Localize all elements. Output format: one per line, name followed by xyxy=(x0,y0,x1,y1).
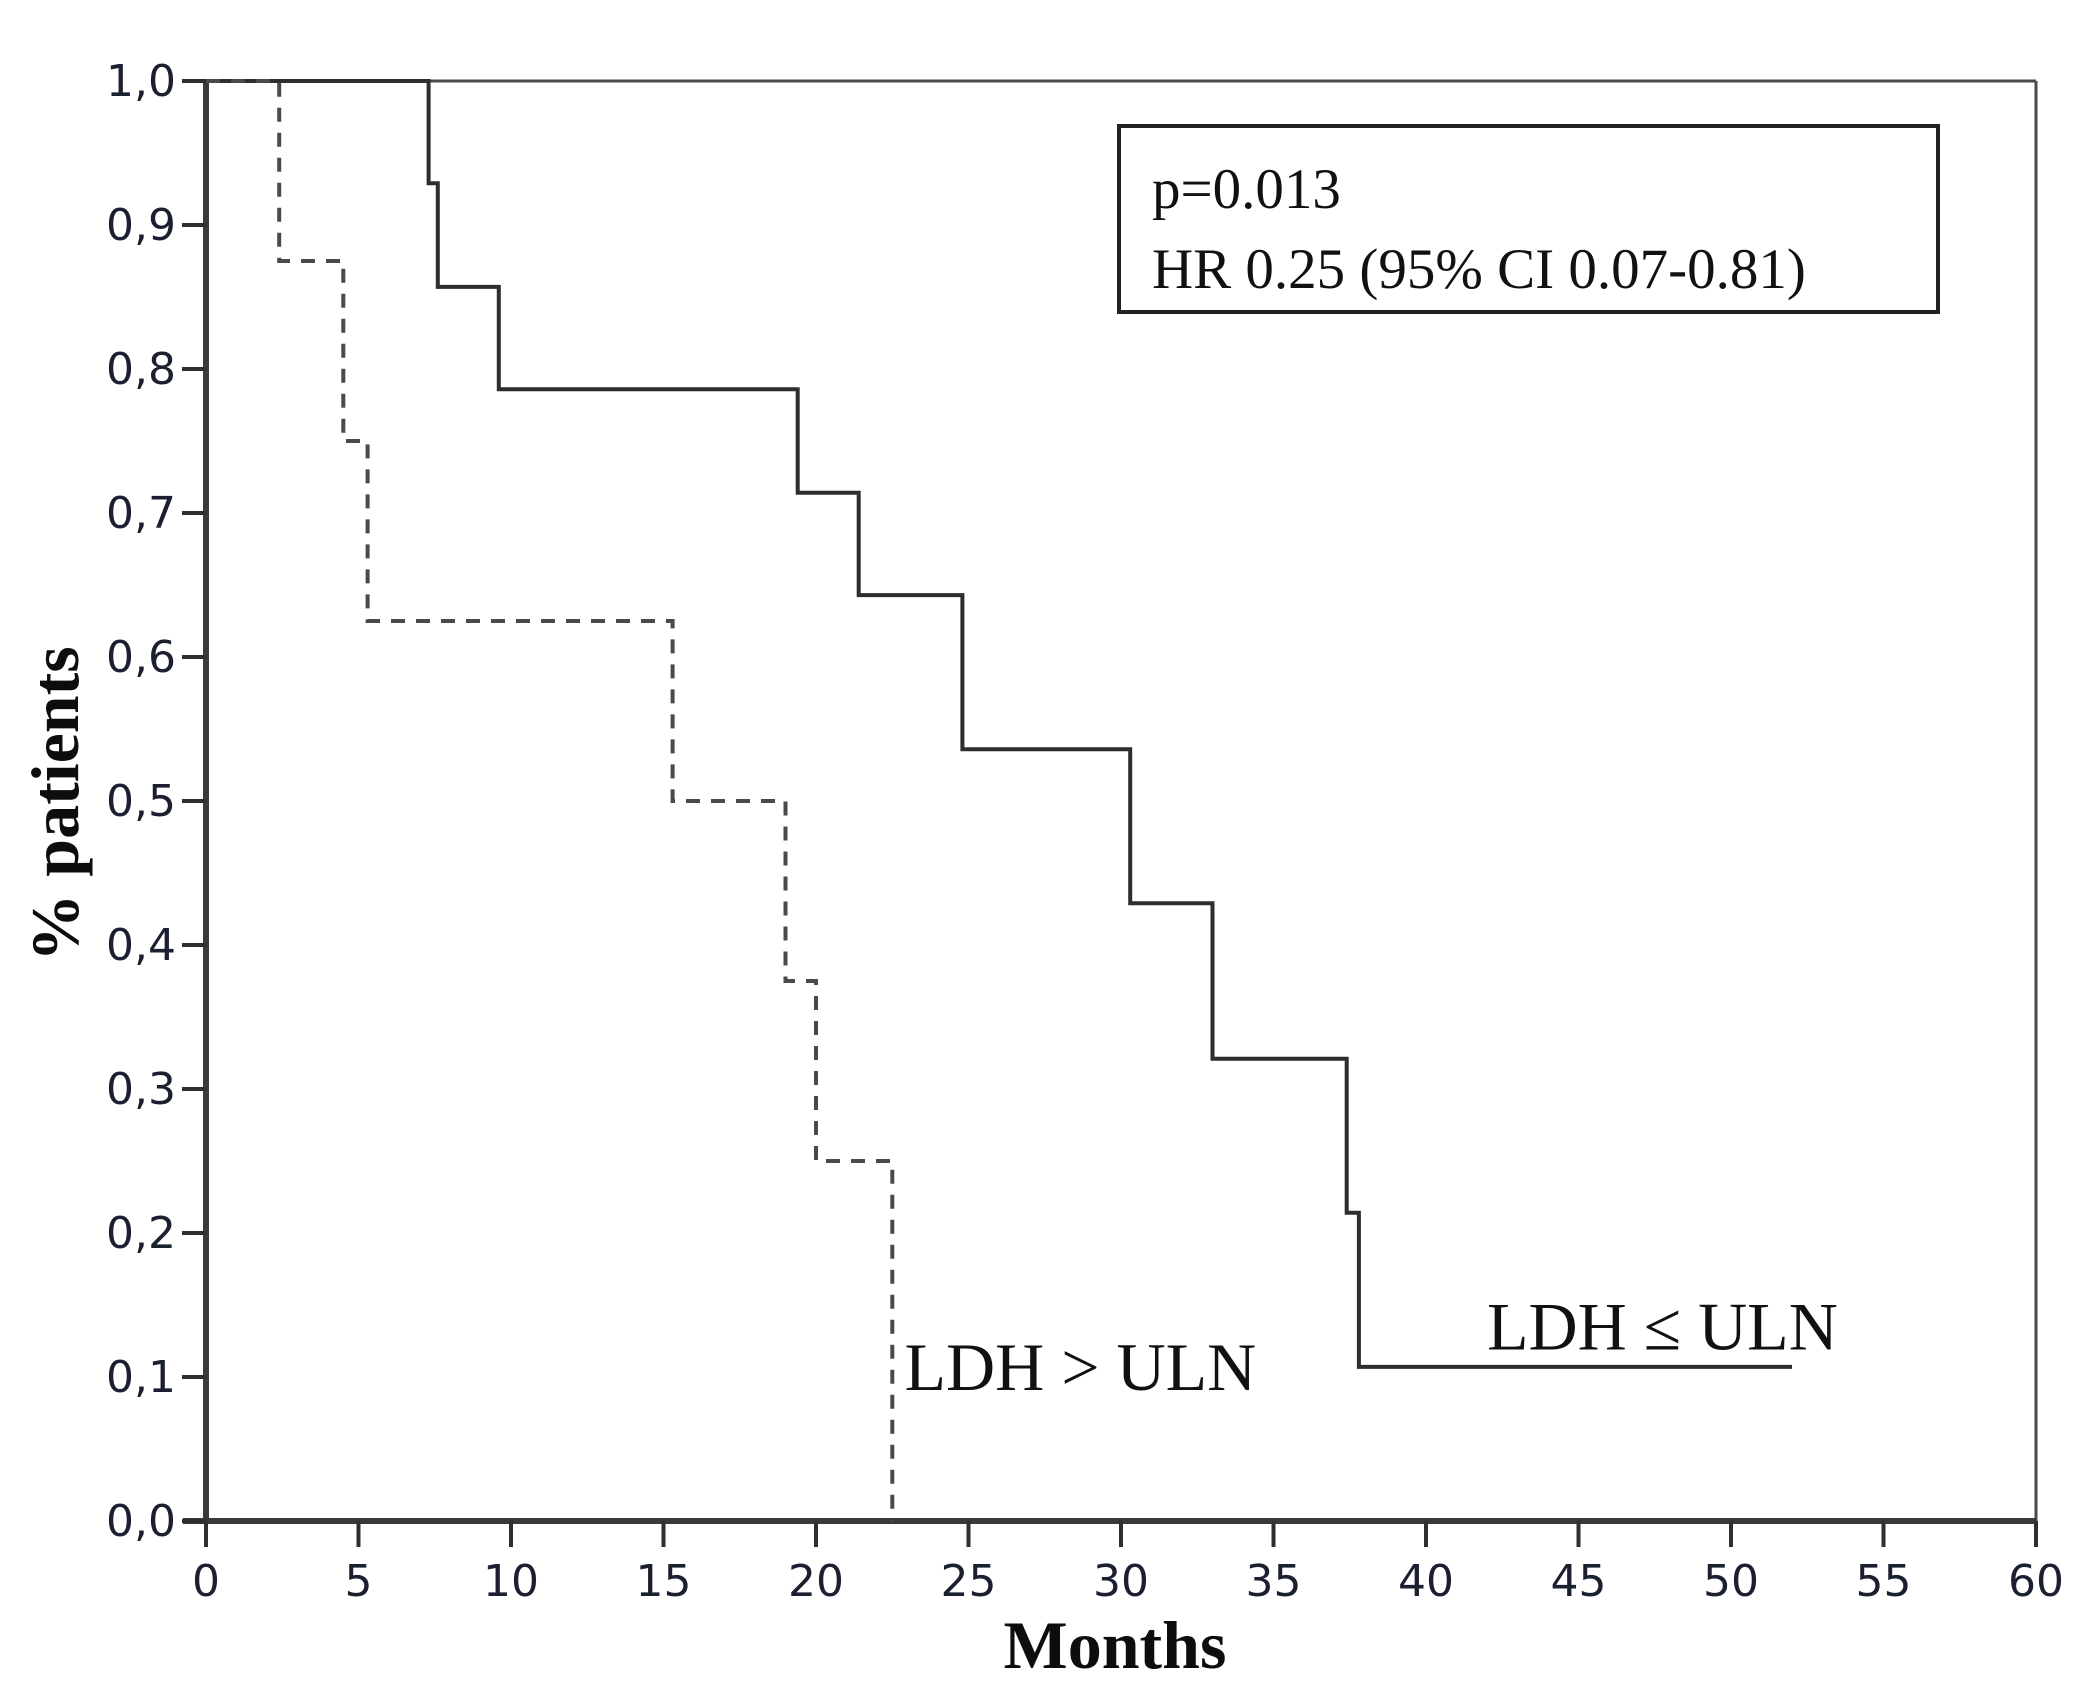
x-tick-label: 20 xyxy=(788,1556,844,1607)
x-tick-label: 15 xyxy=(636,1556,692,1607)
y-tick-label: 0,8 xyxy=(106,344,176,395)
x-tick-label: 35 xyxy=(1246,1556,1302,1607)
y-axis-title: % patients xyxy=(17,646,93,961)
y-tick-label: 0,9 xyxy=(106,200,176,251)
p-value-text: p=0.013 xyxy=(1152,158,1341,221)
y-tick-label: 1,0 xyxy=(106,56,176,107)
x-tick-label: 0 xyxy=(192,1556,220,1607)
y-tick-label: 0,2 xyxy=(106,1208,176,1259)
x-tick-label: 40 xyxy=(1398,1556,1454,1607)
stats-annotation-box xyxy=(1117,124,1940,314)
x-tick-label: 55 xyxy=(1856,1556,1912,1607)
y-tick-label: 0,0 xyxy=(106,1496,176,1547)
x-tick-label: 10 xyxy=(483,1556,539,1607)
y-tick-label: 0,5 xyxy=(106,776,176,827)
y-tick-label: 0,1 xyxy=(106,1352,176,1403)
x-tick-label: 60 xyxy=(2008,1556,2064,1607)
solid-survival-curve xyxy=(206,79,1792,1369)
survival-curves xyxy=(206,79,1792,1521)
y-tick-label: 0,7 xyxy=(106,488,176,539)
y-tick-label: 0,4 xyxy=(106,920,176,971)
curve-label: LDH > ULN xyxy=(904,1329,1256,1405)
y-axis-ticks: 0,0 0,1 0,2 0,3 0,4 0,5 0,6 0,7 0,8 0,9 1,0 xyxy=(106,56,206,1547)
y-tick-label: 0,6 xyxy=(106,632,176,683)
x-axis-ticks: 0 5 10 15 20 25 30 35 40 45 50 55 60 xyxy=(192,1521,2064,1607)
curve-labels: LDH > ULN LDH ≤ ULN xyxy=(904,1289,1837,1405)
curve-label: LDH ≤ ULN xyxy=(1487,1289,1838,1365)
x-tick-label: 45 xyxy=(1551,1556,1607,1607)
x-tick-label: 50 xyxy=(1703,1556,1759,1607)
x-tick-label: 5 xyxy=(345,1556,373,1607)
x-axis-title: Months xyxy=(1004,1607,1227,1683)
y-tick-label: 0,3 xyxy=(106,1064,176,1115)
hazard-ratio-text: HR 0.25 (95% CI 0.07-0.81) xyxy=(1152,238,1806,301)
x-tick-label: 25 xyxy=(941,1556,997,1607)
dashed-survival-curve xyxy=(206,79,895,1521)
x-tick-label: 30 xyxy=(1093,1556,1149,1607)
